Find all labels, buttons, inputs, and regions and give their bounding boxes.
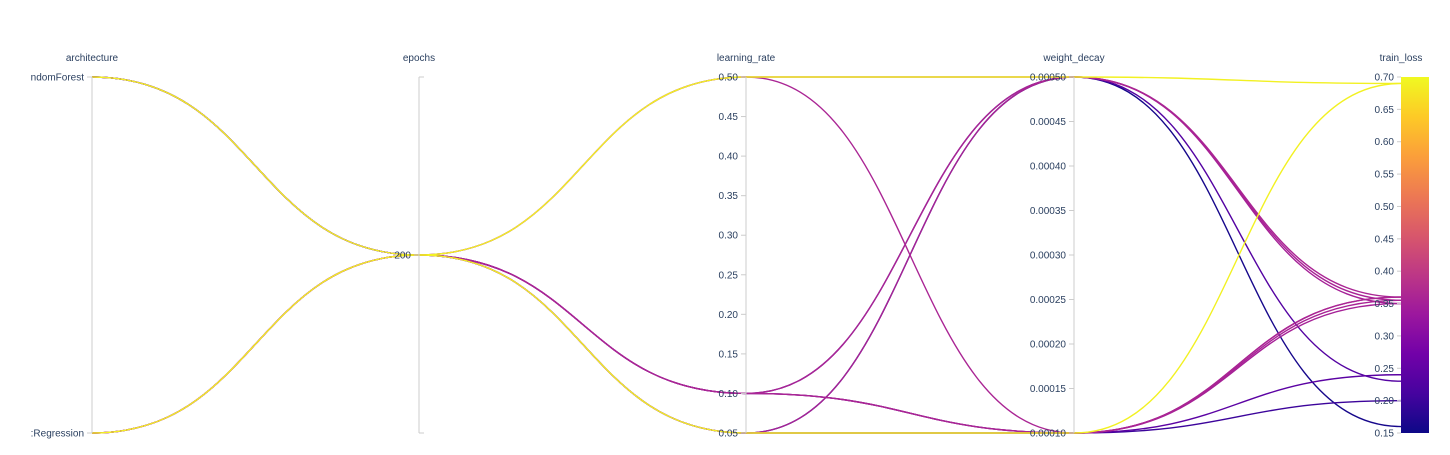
tick-label: 0.10 [719, 389, 739, 400]
colorbar-tick-label: 0.60 [1375, 137, 1395, 148]
tick-label: 0.20 [719, 310, 739, 321]
colorbar-tick-label: 0.20 [1375, 396, 1395, 407]
tick-label: 0.00050 [1030, 73, 1067, 84]
tick-label: 0.00020 [1030, 340, 1067, 351]
axis-title: learning_rate [717, 53, 776, 64]
tick-label: 0.00025 [1030, 295, 1067, 306]
tick-label: 200 [394, 251, 411, 262]
axis-title: architecture [66, 53, 119, 64]
tick-label: 0.00040 [1030, 162, 1067, 173]
tick-label: 0.45 [719, 112, 739, 123]
colorbar-tick-label: 0.35 [1375, 299, 1395, 310]
colorbar-tick-label: 0.30 [1375, 331, 1395, 342]
colorbar-tick-label: 0.70 [1375, 73, 1395, 84]
tick-label: :Regression [31, 429, 84, 440]
axis-title: epochs [403, 53, 435, 64]
tick-label: 0.00010 [1030, 429, 1067, 440]
tick-label: ndomForest [31, 73, 85, 84]
colorbar-tick-label: 0.50 [1375, 202, 1395, 213]
axis-weight_decay[interactable]: weight_decay 0.00010 0.00015 0.00020 0.00025… [1030, 53, 1105, 440]
colorbar-tick-label: 0.55 [1375, 170, 1395, 181]
tick-label: 0.30 [719, 231, 739, 242]
colorbar-tick-label: 0.40 [1375, 267, 1395, 278]
tick-label: 0.50 [719, 73, 739, 84]
tick-label: 0.00035 [1030, 206, 1067, 217]
colorbar-tick-label: 0.65 [1375, 105, 1395, 116]
tick-label: 0.40 [719, 152, 739, 163]
colorbar: 0.15 0.20 0.25 0.30 0.35 0.40 0.45 0.50 0.55 0.60… [1375, 73, 1429, 440]
tick-label: 0.00045 [1030, 117, 1067, 128]
colorbar-tick-label: 0.45 [1375, 234, 1395, 245]
tick-label: 0.15 [719, 349, 739, 360]
tick-label: 0.25 [719, 270, 739, 281]
colorbar-tick-label: 0.15 [1375, 429, 1395, 440]
axis-epochs[interactable]: epochs 200 [394, 53, 435, 434]
axis-train_loss[interactable]: train_loss [1380, 53, 1423, 64]
tick-label: 0.05 [719, 429, 739, 440]
tick-label: 0.35 [719, 191, 739, 202]
axis-architecture[interactable]: architecture ndomForest :Regression [31, 53, 119, 440]
tick-label: 0.00030 [1030, 251, 1067, 262]
axis-title: weight_decay [1042, 53, 1104, 64]
axis-learning_rate[interactable]: learning_rate 0.05 0.10 0.15 0.20 0.25 0.30 0.3… [717, 53, 776, 440]
colorbar-gradient[interactable] [1401, 77, 1429, 433]
data-line [91, 76, 1402, 256]
colorbar-tick-label: 0.25 [1375, 364, 1395, 375]
axis-title: train_loss [1380, 53, 1423, 64]
axes: architecture ndomForest :Regression epochs 2… [31, 53, 1423, 440]
tick-label: 0.00015 [1030, 384, 1067, 395]
